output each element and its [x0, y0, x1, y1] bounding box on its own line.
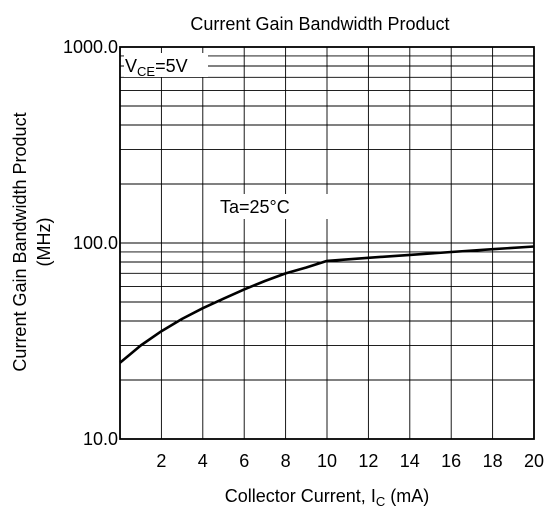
x-tick-label: 12 — [358, 451, 378, 471]
y-axis-label-line1: Current Gain Bandwidth Product — [10, 112, 30, 371]
x-axis-label-unit: (mA) — [385, 486, 429, 506]
plot-frame — [119, 46, 535, 440]
x-axis-label-subscript: C — [376, 494, 385, 509]
chart-title: Current Gain Bandwidth Product — [190, 14, 449, 34]
grid-lines — [120, 47, 534, 439]
annotation-ta: Ta=25°C — [218, 194, 330, 219]
x-tick-labels: 2 4 6 8 10 12 14 16 18 20 — [156, 451, 544, 471]
annotation-ta-text: Ta=25°C — [220, 197, 290, 217]
x-axis-label-main: Collector Current, I — [225, 486, 376, 506]
annotation-vce-subscript: CE — [137, 64, 155, 79]
annotation-vce-text: VCE=5V — [125, 56, 188, 79]
x-tick-label: 2 — [156, 451, 166, 471]
annotation-ta-background — [218, 194, 330, 219]
x-tick-label: 14 — [400, 451, 420, 471]
y-axis-label-line2: (MHz) — [34, 218, 54, 267]
plot-series — [119, 245, 535, 364]
y-tick-label: 1000.0 — [63, 37, 118, 57]
annotation-vce: VCE=5V — [124, 53, 208, 79]
x-tick-label: 16 — [441, 451, 461, 471]
x-tick-label: 6 — [239, 451, 249, 471]
x-tick-label: 20 — [524, 451, 544, 471]
x-tick-label: 18 — [483, 451, 503, 471]
annotation-vce-background — [124, 53, 208, 77]
x-tick-label: 4 — [198, 451, 208, 471]
annotation-vce-prefix: V — [125, 56, 137, 76]
series-line-0 — [119, 245, 535, 364]
x-tick-label: 10 — [317, 451, 337, 471]
y-tick-labels: 1000.0 100.0 10.0 — [63, 37, 118, 449]
x-axis-label: Collector Current, IC (mA) — [225, 486, 429, 509]
x-tick-label: 8 — [281, 451, 291, 471]
y-tick-label: 100.0 — [73, 233, 118, 253]
y-tick-label: 10.0 — [83, 429, 118, 449]
annotation-vce-value: =5V — [155, 56, 188, 76]
